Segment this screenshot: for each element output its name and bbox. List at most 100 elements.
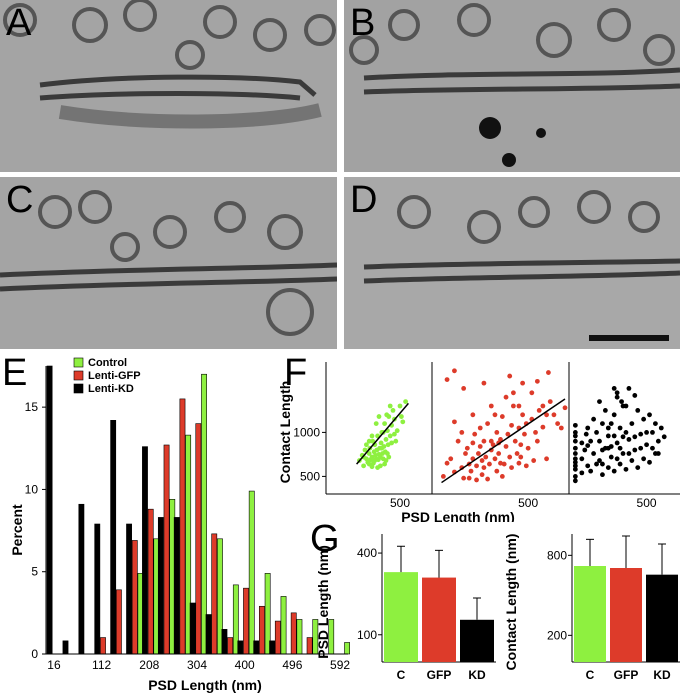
point-lenti-gfp bbox=[452, 419, 457, 425]
point-lenti-kd bbox=[597, 458, 602, 463]
x-axis-title: PSD Length (nm) bbox=[148, 677, 262, 693]
G-left-bar-kd bbox=[460, 619, 494, 662]
point-control bbox=[362, 447, 368, 453]
point-lenti-kd bbox=[650, 430, 655, 435]
point-control bbox=[383, 458, 389, 463]
point-lenti-gfp bbox=[514, 451, 520, 456]
point-lenti-kd bbox=[588, 468, 594, 474]
G-right-bar-gfp bbox=[610, 568, 642, 662]
G-right-cat-label: GFP bbox=[614, 668, 639, 682]
point-lenti-kd bbox=[572, 466, 578, 472]
x-tick-label: 208 bbox=[139, 658, 159, 672]
panel-label-g: G bbox=[310, 518, 340, 560]
point-lenti-kd bbox=[591, 451, 596, 456]
point-lenti-kd bbox=[572, 445, 578, 451]
panel-label-b: B bbox=[350, 2, 376, 44]
x-tick-label: 304 bbox=[187, 658, 207, 672]
bar-lenti-gfp-240 bbox=[163, 444, 170, 655]
point-lenti-gfp bbox=[488, 403, 494, 409]
y-axis-title: Percent bbox=[9, 504, 25, 556]
point-lenti-kd bbox=[614, 456, 620, 462]
point-lenti-gfp bbox=[459, 430, 465, 435]
point-lenti-gfp bbox=[540, 424, 546, 430]
G-left-bar-c bbox=[384, 572, 418, 662]
point-lenti-gfp bbox=[485, 421, 490, 426]
point-control bbox=[399, 414, 404, 419]
point-lenti-gfp bbox=[562, 405, 568, 411]
point-lenti-kd bbox=[658, 425, 664, 431]
G-right-bar-c bbox=[574, 566, 606, 662]
f-y-tick-label: 1000 bbox=[293, 425, 320, 439]
point-lenti-kd bbox=[620, 434, 626, 440]
point-lenti-gfp bbox=[448, 456, 454, 462]
panel-label-d: D bbox=[350, 179, 378, 221]
chart-g-bars: 100 400 C GFP KD PSD Length (nm) 200 800 C GFP KD C… bbox=[315, 534, 680, 682]
point-lenti-kd bbox=[572, 451, 578, 456]
bar-lenti-kd-400 bbox=[237, 640, 244, 655]
point-lenti-kd bbox=[623, 430, 629, 435]
bar-lenti-kd-368 bbox=[221, 629, 228, 655]
point-control bbox=[366, 438, 372, 444]
bar-lenti-kd-112 bbox=[94, 523, 101, 655]
point-lenti-kd bbox=[605, 445, 611, 451]
point-lenti-kd bbox=[605, 433, 611, 439]
point-control bbox=[386, 454, 392, 460]
point-lenti-kd bbox=[572, 459, 578, 465]
point-lenti-kd bbox=[647, 412, 652, 418]
point-control bbox=[386, 414, 392, 419]
point-control bbox=[361, 463, 366, 469]
point-lenti-gfp bbox=[472, 431, 478, 437]
point-lenti-kd bbox=[579, 470, 585, 476]
bar-lenti-gfp-112 bbox=[100, 637, 106, 655]
point-lenti-gfp bbox=[529, 390, 535, 396]
point-lenti-gfp bbox=[440, 474, 446, 479]
point-lenti-gfp bbox=[503, 394, 509, 400]
point-lenti-gfp bbox=[558, 425, 564, 431]
point-lenti-kd bbox=[611, 468, 617, 474]
bar-lenti-gfp-368 bbox=[227, 637, 234, 655]
point-lenti-gfp bbox=[507, 454, 513, 460]
G-left-y-axis-title: PSD Length (nm) bbox=[315, 545, 331, 659]
point-lenti-kd bbox=[629, 421, 635, 426]
legend-swatch-control bbox=[73, 357, 84, 368]
point-lenti-gfp bbox=[534, 378, 540, 384]
G-right-cat-label: C bbox=[586, 668, 595, 682]
y-tick-label: 10 bbox=[25, 482, 39, 496]
point-lenti-gfp bbox=[474, 477, 479, 483]
point-lenti-kd bbox=[588, 438, 594, 444]
point-lenti-kd bbox=[582, 447, 588, 453]
panel-label-e: E bbox=[2, 352, 28, 394]
point-lenti-kd bbox=[617, 445, 623, 451]
G-left-y-tick-label: 400 bbox=[357, 546, 377, 560]
point-lenti-gfp bbox=[444, 460, 450, 466]
point-control bbox=[403, 399, 408, 404]
point-control bbox=[364, 442, 369, 448]
G-left-cat-label: KD bbox=[468, 668, 486, 682]
point-lenti-gfp bbox=[547, 399, 553, 404]
bar-control-400 bbox=[248, 490, 255, 655]
bar-lenti-kd-464 bbox=[269, 640, 276, 655]
point-lenti-kd bbox=[579, 456, 585, 462]
point-lenti-gfp bbox=[463, 451, 468, 456]
bar-control-464 bbox=[280, 596, 287, 655]
bar-lenti-gfp-304 bbox=[195, 423, 202, 655]
point-control bbox=[389, 440, 394, 446]
bar-lenti-gfp-496 bbox=[290, 612, 297, 655]
point-control bbox=[373, 421, 379, 426]
point-lenti-gfp bbox=[546, 370, 551, 375]
point-lenti-gfp bbox=[479, 472, 485, 478]
point-lenti-kd bbox=[600, 421, 605, 426]
point-lenti-gfp bbox=[479, 458, 485, 463]
y-tick-label: 15 bbox=[25, 400, 39, 414]
point-control bbox=[372, 458, 378, 463]
bar-lenti-gfp-208 bbox=[147, 508, 154, 655]
point-lenti-gfp bbox=[466, 475, 472, 481]
point-lenti-gfp bbox=[544, 456, 549, 462]
bar-lenti-gfp-400 bbox=[243, 587, 249, 655]
legend-label-control: Control bbox=[88, 357, 127, 369]
point-control bbox=[397, 403, 403, 409]
point-control bbox=[394, 428, 400, 434]
point-lenti-gfp bbox=[481, 380, 487, 386]
f-x-axis-title: PSD Length (nm) bbox=[401, 509, 515, 522]
